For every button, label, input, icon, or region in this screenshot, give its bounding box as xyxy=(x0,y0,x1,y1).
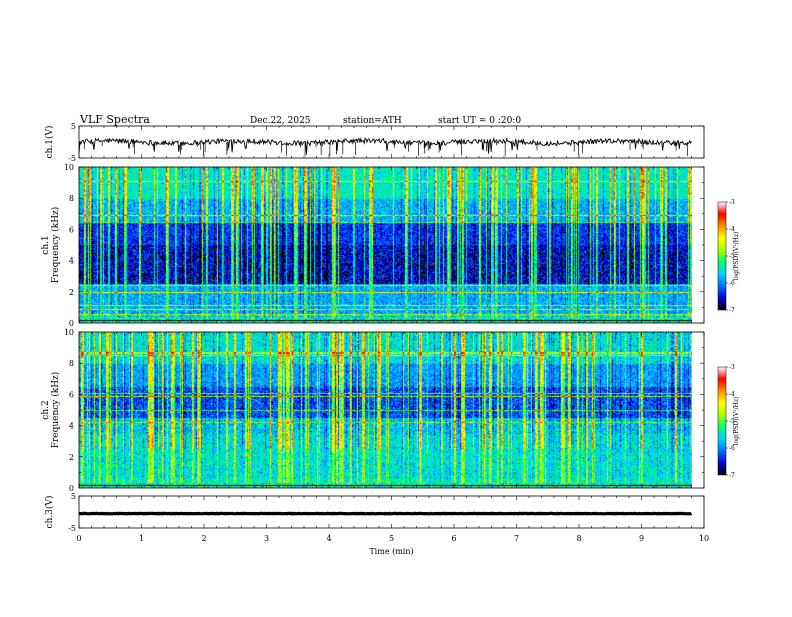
colorbar-label: log(PSD)(V²/Hz) xyxy=(733,232,740,281)
y-tick-label: 8 xyxy=(69,194,74,203)
spectrogram-1 xyxy=(79,167,692,323)
colorbar-scale xyxy=(718,202,726,310)
y-tick-label: 4 xyxy=(69,422,74,431)
y-tick-label: 8 xyxy=(69,359,74,368)
x-tick-label: 3 xyxy=(264,534,269,543)
y-tick-label: 10 xyxy=(64,328,74,337)
x-tick-label: 6 xyxy=(451,534,456,543)
y-tick-label: 5 xyxy=(71,492,76,501)
y-tick-label: 5 xyxy=(71,122,76,131)
colorbar-tick-label: -7 xyxy=(729,472,735,479)
waveform-trace xyxy=(79,138,692,154)
x-tick-label: 2 xyxy=(201,534,206,543)
x-axis-label: Time (min) xyxy=(369,547,413,556)
colorbar-scale xyxy=(718,367,726,475)
colorbar-tick-label: -3 xyxy=(729,199,735,206)
panel-frame-4: 5 -5 ch.3(V) xyxy=(44,492,704,533)
colorbar-tick-label: -7 xyxy=(729,307,735,314)
colorbar-tick-label: -3 xyxy=(729,364,735,371)
panel-frame-1: 5 -5 ch.1(V) xyxy=(44,122,704,163)
x-tick-label: 0 xyxy=(76,534,81,543)
y-tick-label: 10 xyxy=(64,163,74,172)
y-axis-label: ch.1Frequency (kHz) xyxy=(41,207,61,284)
y-axis-label-line: Frequency (kHz) xyxy=(50,207,61,284)
figure-title: VLF Spectra xyxy=(79,113,150,126)
y-axis-label: ch.3(V) xyxy=(44,496,55,529)
y-axis-label: ch.1(V) xyxy=(44,126,55,159)
y-tick-label: 0 xyxy=(69,319,74,328)
y-tick-label: 2 xyxy=(69,453,74,462)
spectrogram-image xyxy=(79,332,692,488)
x-tick-label: 4 xyxy=(326,534,331,543)
x-tick-label: 9 xyxy=(639,534,644,543)
y-tick-label: 4 xyxy=(69,257,74,266)
y-axis-label-line: Frequency (kHz) xyxy=(50,372,61,449)
x-tick-label: 1 xyxy=(139,534,144,543)
spectrogram-2 xyxy=(79,332,692,488)
date-label: Dec.22, 2025 xyxy=(250,116,311,126)
x-tick-label: 8 xyxy=(576,534,581,543)
x-tick-label: 5 xyxy=(389,534,394,543)
station-label: station=ATH xyxy=(343,116,402,126)
y-tick-label: -5 xyxy=(68,154,76,163)
y-tick-label: 2 xyxy=(69,288,74,297)
colorbar-label: log(PSD)(V²/Hz) xyxy=(733,397,740,446)
spectrogram-image xyxy=(79,167,692,323)
y-tick-label: -5 xyxy=(68,524,76,533)
y-axis-label: ch.2Frequency (kHz) xyxy=(41,372,61,449)
x-tick-label: 10 xyxy=(699,534,709,543)
x-axis: 0 1 2 3 4 5 6 7 8 9 10 Time (min) xyxy=(76,534,709,556)
y-tick-label: 6 xyxy=(69,390,74,399)
x-tick-label: 7 xyxy=(514,534,519,543)
start-ut-label: start UT = 0 :20:0 xyxy=(438,116,521,126)
y-axis-label-line: ch.2 xyxy=(41,400,51,419)
figure-header: VLF Spectra Dec.22, 2025 station=ATH sta… xyxy=(79,113,521,126)
y-axis-label-line: ch.1 xyxy=(41,235,51,254)
y-tick-label: 6 xyxy=(69,225,74,234)
